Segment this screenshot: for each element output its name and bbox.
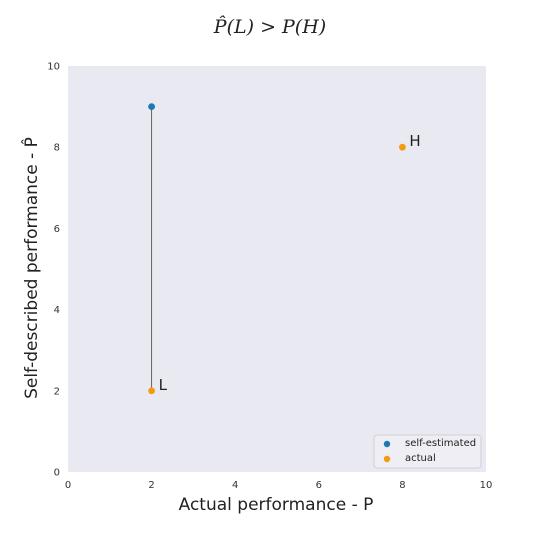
x-tick-label: 6 xyxy=(316,480,322,491)
point-actual xyxy=(148,387,156,395)
y-tick-label: 0 xyxy=(54,468,60,479)
x-axis-ticks: 0 2 4 6 8 10 xyxy=(65,480,493,491)
y-tick-label: 6 xyxy=(54,224,60,235)
point-self-estimated xyxy=(148,103,156,110)
annotation-label: H xyxy=(409,132,420,150)
plot-area xyxy=(68,66,486,472)
x-tick-label: 8 xyxy=(399,480,405,491)
y-tick-label: 8 xyxy=(54,143,60,154)
point-annotations: LH xyxy=(159,132,421,394)
annotation-label: L xyxy=(159,376,168,394)
x-tick-label: 0 xyxy=(65,480,71,491)
y-tick-label: 10 xyxy=(47,62,60,73)
x-axis-label: Actual performance - P xyxy=(179,495,374,515)
legend-label-actual: actual xyxy=(405,453,436,464)
x-tick-label: 4 xyxy=(232,480,238,491)
legend-marker-self-estimated xyxy=(383,440,391,448)
point-actual xyxy=(399,143,406,151)
legend: self-estimated actual xyxy=(373,434,482,469)
x-tick-label: 10 xyxy=(480,480,493,491)
data-points xyxy=(148,103,406,395)
y-tick-label: 2 xyxy=(54,386,60,397)
legend-box xyxy=(373,434,482,469)
y-axis-ticks: 0 2 4 6 8 10 xyxy=(47,62,60,479)
y-axis-label: Self-described performance - P̂ xyxy=(21,137,42,399)
y-tick-label: 4 xyxy=(54,305,60,316)
x-tick-label: 2 xyxy=(148,480,154,491)
legend-label-self-estimated: self-estimated xyxy=(405,438,476,449)
legend-marker-actual xyxy=(383,455,391,463)
chart-title: P̂(L) > P(H) xyxy=(213,16,326,38)
